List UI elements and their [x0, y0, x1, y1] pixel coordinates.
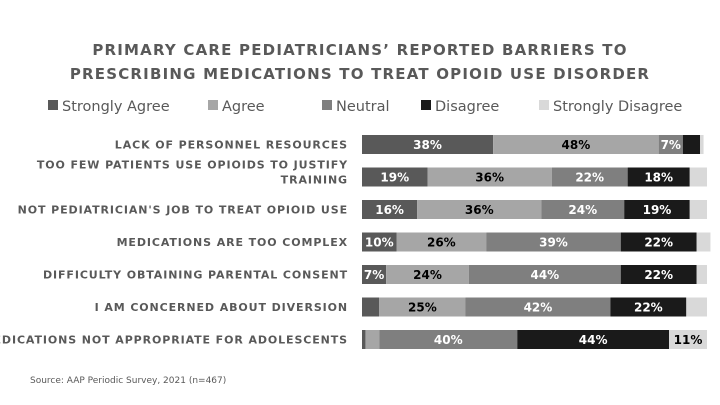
bar-segment-agree: [396, 232, 487, 252]
data-label: 42%: [524, 301, 553, 315]
bar-segment-strongly-agree: [362, 135, 494, 154]
legend-swatch-strongly-disagree: [539, 100, 549, 110]
category-label: TOO FEW PATIENTS USE OPIOIDS TO JUSTIFY: [37, 159, 348, 172]
data-label: 44%: [530, 268, 559, 282]
bar-segment-strongly-disagree: [689, 200, 707, 219]
data-label: 24%: [568, 203, 597, 217]
bar-segment-strongly-disagree: [700, 135, 704, 154]
legend-swatch-agree: [208, 100, 218, 110]
bar-segment-disagree: [620, 232, 697, 252]
data-label: 16%: [375, 203, 404, 217]
data-label: 7%: [364, 268, 384, 282]
category-label: DIFFICULTY OBTAINING PARENTAL CONSENT: [43, 269, 348, 282]
data-label: 24%: [413, 268, 442, 282]
category-axis-labels: LACK OF PERSONNEL RESOURCES TOO FEW PATIE…: [0, 139, 348, 347]
bar-segment-disagree: [624, 200, 690, 219]
bar-segment-agree: [386, 265, 469, 284]
data-label: 22%: [644, 268, 673, 282]
data-label: 44%: [579, 333, 608, 347]
bar-segment-agree: [379, 297, 466, 317]
data-label: 10%: [365, 236, 394, 250]
bar-segment-disagree: [620, 265, 697, 284]
bar-segment-neutral: [486, 232, 621, 252]
bar-segment-strongly-disagree: [696, 265, 707, 284]
bar-segment-disagree: [682, 135, 701, 154]
category-label: MEDICATIONS NOT APPROPRIATE FOR ADOLESCE…: [0, 334, 348, 347]
bar-segment-disagree: [517, 330, 670, 349]
data-label: 19%: [643, 203, 672, 217]
legend-swatch-disagree: [421, 100, 431, 110]
bar-segment-strongly-disagree: [686, 297, 707, 317]
legend-label-strongly-agree: Strongly Agree: [62, 99, 170, 115]
bar-segment-agree: [365, 330, 380, 349]
bar-segment-agree: [493, 135, 659, 154]
bar-segment-neutral: [541, 200, 625, 219]
data-label: 22%: [644, 236, 673, 250]
category-label: TRAINING: [281, 174, 348, 187]
bar-segment-strongly-disagree: [696, 232, 711, 252]
category-label: NOT PEDIATRICIAN'S JOB TO TREAT OPIOID U…: [18, 204, 348, 217]
data-label: 7%: [661, 138, 681, 152]
data-label: 22%: [634, 301, 663, 315]
legend-label-strongly-disagree: Strongly Disagree: [553, 99, 682, 115]
bar-segment-strongly-agree: [362, 265, 387, 284]
chart-bars: 38% 48% 7% 19% 36% 22% 18% 16% 36% 24% 19% 10% 26% 39…: [362, 135, 711, 349]
bar-segment-disagree: [627, 167, 690, 187]
data-label: 38%: [413, 138, 442, 152]
bar-segment-neutral: [379, 330, 518, 349]
bar-segment-strongly-disagree: [689, 167, 707, 187]
data-label: 22%: [575, 171, 604, 185]
category-label: MEDICATIONS ARE TOO COMPLEX: [117, 236, 348, 249]
bar-segment-disagree: [610, 297, 687, 317]
bar-segment-neutral: [465, 297, 611, 317]
bar-segment-neutral: [468, 265, 621, 284]
category-label: LACK OF PERSONNEL RESOURCES: [115, 139, 348, 152]
data-label: 26%: [427, 236, 456, 250]
data-label: 11%: [674, 333, 703, 347]
legend-label-neutral: Neutral: [336, 99, 390, 115]
bar-segment-agree: [417, 200, 542, 219]
data-label: 39%: [539, 236, 568, 250]
bar-segment-strongly-agree: [362, 167, 428, 187]
data-label: 40%: [434, 333, 463, 347]
bar-segment-strongly-agree: [362, 200, 418, 219]
source-note: Source: AAP Periodic Survey, 2021 (n=467…: [30, 376, 226, 386]
data-label: 48%: [562, 138, 591, 152]
bar-segment-strongly-agree: [362, 232, 397, 252]
bar-segment-strongly-agree: [362, 330, 366, 349]
bar-segment-neutral: [658, 135, 683, 154]
bar-segment-agree: [427, 167, 552, 187]
data-label: 36%: [465, 203, 494, 217]
legend-swatch-strongly-agree: [48, 100, 58, 110]
legend-label-agree: Agree: [222, 99, 265, 115]
legend-label-disagree: Disagree: [435, 99, 499, 115]
bar-segment-strongly-agree: [362, 297, 380, 317]
chart-legend: Strongly Agree Agree Neutral Disagree Strong…: [48, 99, 682, 115]
legend-swatch-neutral: [322, 100, 332, 110]
data-label: 36%: [475, 171, 504, 185]
data-label: 25%: [408, 301, 437, 315]
chart-title-line-1: PRIMARY CARE PEDIATRICIANS’ REPORTED BAR…: [92, 41, 627, 59]
data-label: 18%: [644, 171, 673, 185]
chart-title-line-2: PRESCRIBING MEDICATIONS TO TREAT OPIOID …: [70, 65, 650, 83]
bar-segment-neutral: [551, 167, 628, 187]
bar-segment-strongly-disagree: [669, 330, 707, 349]
category-label: I AM CONCERNED ABOUT DIVERSION: [95, 301, 348, 314]
data-label: 19%: [380, 171, 409, 185]
